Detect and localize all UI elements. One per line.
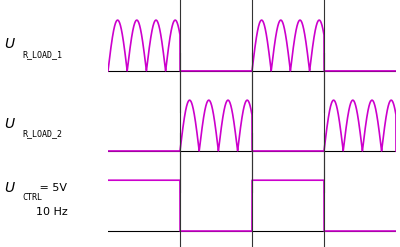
Text: R_LOAD_1: R_LOAD_1: [22, 50, 62, 59]
Text: CTRL: CTRL: [22, 193, 42, 202]
Text: R_LOAD_2: R_LOAD_2: [22, 129, 62, 138]
Text: $U$: $U$: [4, 38, 16, 51]
Text: $U$: $U$: [4, 181, 16, 195]
Text: $U$: $U$: [4, 117, 16, 130]
Text: 10 Hz: 10 Hz: [36, 207, 68, 217]
Text: = 5V: = 5V: [36, 183, 67, 193]
